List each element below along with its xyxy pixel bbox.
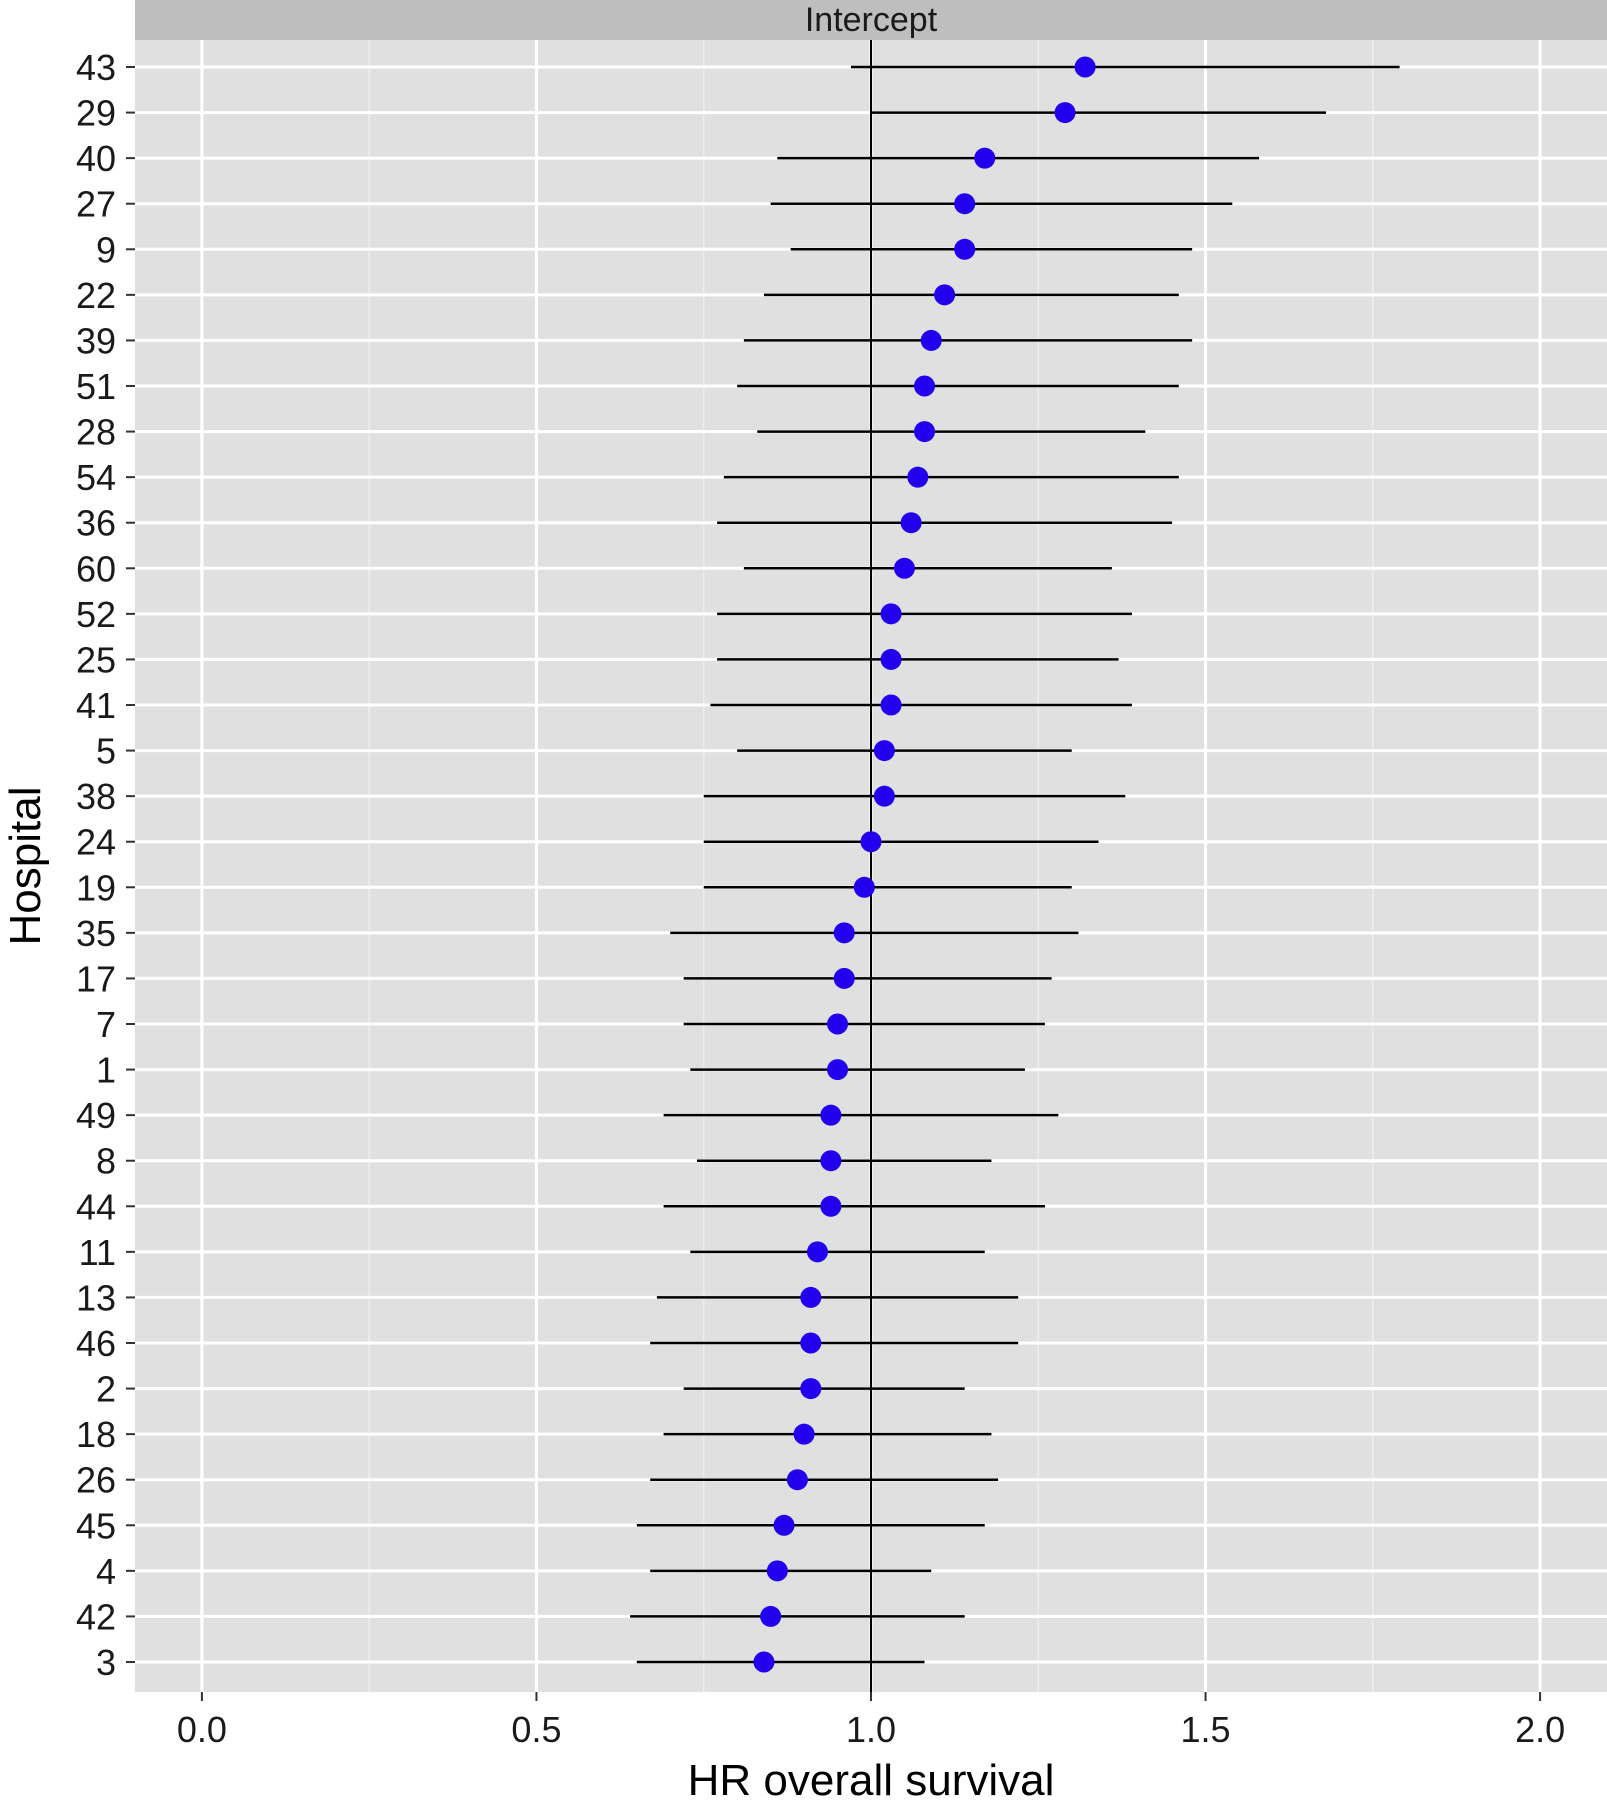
hr-point-29 [1054, 102, 1076, 124]
hr-point-2 [800, 1378, 822, 1400]
hr-point-35 [833, 922, 855, 944]
hr-point-38 [873, 785, 895, 807]
y-tick-label: 54 [76, 457, 116, 498]
hr-point-4 [766, 1560, 788, 1582]
facet-strip-background [135, 0, 1607, 40]
y-tick-label: 51 [76, 366, 116, 407]
y-tick-label: 13 [76, 1277, 116, 1318]
hr-point-22 [934, 284, 956, 306]
hr-point-17 [833, 967, 855, 989]
hr-point-8 [820, 1150, 842, 1172]
hr-point-19 [853, 876, 875, 898]
x-tick-label: 0.0 [177, 1709, 227, 1750]
hr-point-18 [793, 1423, 815, 1445]
hr-point-49 [820, 1104, 842, 1126]
hr-point-27 [954, 193, 976, 215]
y-tick-label: 49 [76, 1095, 116, 1136]
y-tick-label: 26 [76, 1460, 116, 1501]
y-tick-label: 42 [76, 1596, 116, 1637]
hr-point-52 [880, 603, 902, 625]
hr-point-25 [880, 648, 902, 670]
x-tick-label: 2.0 [1515, 1709, 1565, 1750]
hr-point-11 [806, 1241, 828, 1263]
y-tick-label: 24 [76, 822, 116, 863]
hr-point-43 [1074, 56, 1096, 78]
y-tick-label: 38 [76, 776, 116, 817]
y-tick-label: 8 [96, 1141, 116, 1182]
y-tick-label: 28 [76, 412, 116, 453]
x-tick-label: 1.0 [846, 1709, 896, 1750]
y-tick-label: 35 [76, 913, 116, 954]
y-axis-ticks: 4329402792239512854366052254153824193517… [76, 47, 135, 1683]
y-tick-label: 41 [76, 685, 116, 726]
y-tick-label: 36 [76, 503, 116, 544]
y-tick-label: 45 [76, 1505, 116, 1546]
y-tick-label: 1 [96, 1050, 116, 1091]
y-tick-label: 7 [96, 1004, 116, 1045]
hr-point-3 [753, 1651, 775, 1673]
y-tick-label: 25 [76, 639, 116, 680]
y-tick-label: 5 [96, 731, 116, 772]
hr-point-24 [860, 831, 882, 853]
x-tick-label: 1.5 [1181, 1709, 1231, 1750]
hr-point-39 [920, 329, 942, 351]
hr-point-54 [907, 466, 929, 488]
hr-point-36 [900, 512, 922, 534]
hr-point-46 [800, 1332, 822, 1354]
facet-strip: Intercept [135, 0, 1607, 40]
y-tick-label: 40 [76, 138, 116, 179]
hr-point-45 [773, 1514, 795, 1536]
x-tick-label: 0.5 [511, 1709, 561, 1750]
y-tick-label: 2 [96, 1369, 116, 1410]
y-tick-label: 60 [76, 548, 116, 589]
data-marks [630, 56, 1400, 1673]
hr-point-60 [893, 557, 915, 579]
y-tick-label: 17 [76, 958, 116, 999]
y-tick-label: 52 [76, 594, 116, 635]
hr-point-5 [873, 740, 895, 762]
hr-point-1 [827, 1059, 849, 1081]
hr-point-51 [914, 375, 936, 397]
plot-panel [135, 40, 1607, 1692]
hr-point-13 [800, 1286, 822, 1308]
hr-point-7 [827, 1013, 849, 1035]
y-tick-label: 11 [79, 1232, 116, 1273]
x-axis-ticks: 0.0 0.5 1.0 1.5 2.0 [177, 1692, 1565, 1750]
y-tick-label: 27 [76, 184, 116, 225]
y-tick-label: 22 [76, 275, 116, 316]
hr-point-44 [820, 1195, 842, 1217]
y-tick-label: 19 [76, 867, 116, 908]
hr-point-9 [954, 238, 976, 260]
x-axis-title: HR overall survival [688, 1756, 1055, 1805]
hr-point-40 [974, 147, 996, 169]
y-tick-label: 4 [96, 1551, 116, 1592]
y-tick-label: 18 [76, 1414, 116, 1455]
y-tick-label: 44 [76, 1186, 116, 1227]
y-tick-label: 46 [76, 1323, 116, 1364]
y-axis-title: Hospital [1, 787, 50, 946]
y-tick-label: 29 [76, 93, 116, 134]
hr-point-26 [786, 1469, 808, 1491]
hr-point-28 [914, 421, 936, 443]
y-tick-label: 9 [96, 229, 116, 270]
y-tick-label: 43 [76, 47, 116, 88]
facet-strip-label: Intercept [805, 1, 938, 39]
hr-point-42 [760, 1605, 782, 1627]
y-tick-label: 3 [96, 1642, 116, 1683]
y-tick-label: 39 [76, 320, 116, 361]
hr-point-41 [880, 694, 902, 716]
